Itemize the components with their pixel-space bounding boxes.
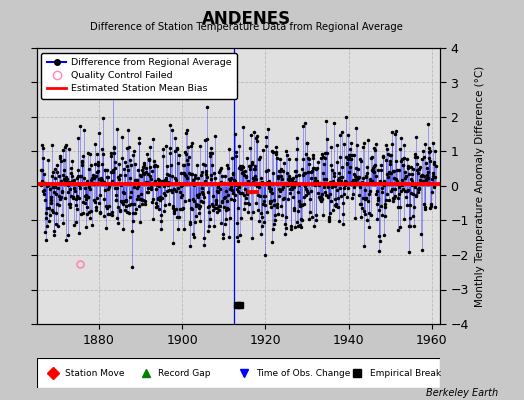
Text: Berkeley Earth: Berkeley Earth — [425, 388, 498, 398]
Text: Station Move: Station Move — [65, 368, 124, 378]
Text: Difference of Station Temperature Data from Regional Average: Difference of Station Temperature Data f… — [90, 22, 403, 32]
Text: Record Gap: Record Gap — [158, 368, 210, 378]
Text: ANDENES: ANDENES — [202, 10, 291, 28]
Legend: Difference from Regional Average, Quality Control Failed, Estimated Station Mean: Difference from Regional Average, Qualit… — [41, 53, 237, 99]
Text: Time of Obs. Change: Time of Obs. Change — [257, 368, 351, 378]
Text: Empirical Break: Empirical Break — [369, 368, 441, 378]
Y-axis label: Monthly Temperature Anomaly Difference (°C): Monthly Temperature Anomaly Difference (… — [475, 65, 485, 307]
